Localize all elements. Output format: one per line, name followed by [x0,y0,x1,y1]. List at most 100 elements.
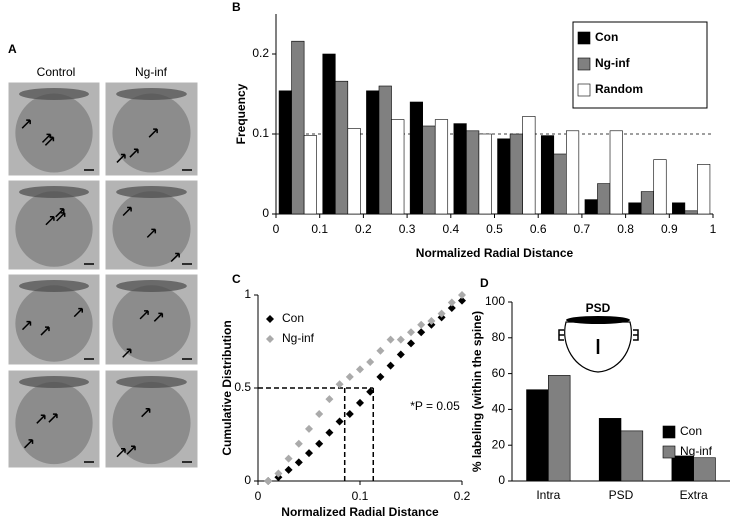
y-axis-title: Frequency [234,83,248,144]
point [356,398,364,407]
bar [391,119,405,215]
bar [322,53,336,215]
point [294,458,303,467]
bar [566,130,580,215]
legend-marker [266,315,274,323]
x-tick-label: 0.2 [454,489,471,503]
bar [628,202,642,215]
bar [422,125,436,215]
point [386,335,395,344]
arrow [36,414,46,424]
bar [478,133,492,215]
y-tick-label: 0.1 [252,126,269,140]
arrow [116,447,126,458]
bar [553,153,567,215]
x-tick-label: 0.1 [311,222,328,236]
membrane [116,376,187,388]
arrow [48,413,58,423]
y-tick-label: 100 [485,294,505,308]
arrow [122,348,132,358]
point [274,469,283,478]
spine-profile [112,381,191,465]
bar [509,133,523,215]
x-tick-label: PSD [609,488,634,502]
y-tick-label: 40 [492,402,506,416]
y-tick-label: 0.2 [252,46,269,60]
point [437,309,446,318]
point [264,477,273,485]
point [345,410,354,419]
point [345,372,354,381]
arrow [139,310,149,320]
point [325,428,334,437]
bar [620,430,644,482]
x-axis-title: Normalized Radial Distance [416,246,574,260]
bar [640,191,655,215]
bar [672,202,686,215]
bar [697,164,711,215]
legend-frame [572,21,708,109]
membrane [116,280,187,292]
y-tick-label: 0.5 [234,380,251,394]
point [335,380,344,389]
y-tick-label: 60 [492,366,506,380]
legend-label: Ng-inf [282,331,315,345]
point [305,424,313,433]
bar [334,80,349,215]
arrow [122,206,132,217]
x-tick-label: 0.5 [486,222,503,236]
arrow [21,320,32,331]
x-tick-label: 0.8 [617,222,634,236]
annotation: *P = 0.05 [410,399,460,413]
membrane [19,186,89,198]
point [447,304,456,313]
point [458,291,466,299]
point [284,465,293,474]
point [376,372,385,381]
point [366,357,375,366]
arrow [23,439,34,449]
x-axis-title: Normalized Radial Distance [281,505,439,519]
point [315,439,324,448]
column-label: Control [37,65,76,79]
point [335,417,344,426]
bar [671,455,694,482]
legend-label: Con [680,424,702,438]
membrane [116,186,187,198]
point [417,320,426,329]
point [315,410,324,419]
bar [291,40,305,215]
point [305,449,313,458]
arrow [129,148,139,158]
point [407,339,415,348]
membrane [19,88,89,100]
x-tick-label: Intra [536,488,560,502]
point [407,328,415,337]
y-tick-label: 20 [492,437,506,451]
arrow [41,133,52,143]
bar [278,90,292,215]
x-tick-label: 0.7 [574,222,591,236]
spine-profile [112,93,191,173]
point [458,296,466,305]
legend-marker [662,425,676,439]
bar [684,210,698,215]
arrow [153,312,164,322]
x-tick-label: 0.6 [530,222,547,236]
arrow [45,216,55,226]
bar [693,457,716,482]
inset-diagram [558,316,639,373]
bar [584,199,598,215]
bar [522,116,536,215]
arrow [148,128,158,138]
legend-marker [577,83,591,97]
legend-label: Ng-inf [680,444,713,458]
bar [497,138,511,215]
y-tick-label: 0 [244,473,251,487]
bar [453,123,467,215]
y-tick-label: 1 [244,287,251,301]
spine-profile [15,93,93,173]
bar [366,90,380,215]
bar [526,389,549,482]
